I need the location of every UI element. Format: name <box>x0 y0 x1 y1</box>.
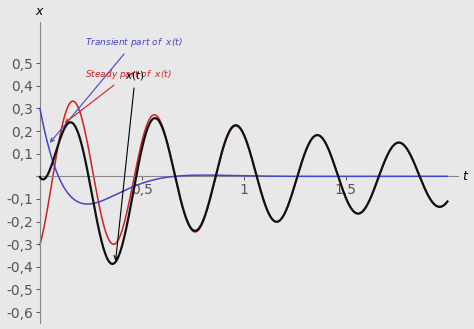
Text: $x$: $x$ <box>35 5 45 18</box>
Text: Steady part of  $x$($t$): Steady part of $x$($t$) <box>65 68 172 122</box>
Text: $x$($t$): $x$($t$) <box>114 69 145 260</box>
Text: Transient part of  $x$($t$): Transient part of $x$($t$) <box>51 36 182 142</box>
Text: $t$: $t$ <box>462 170 469 183</box>
